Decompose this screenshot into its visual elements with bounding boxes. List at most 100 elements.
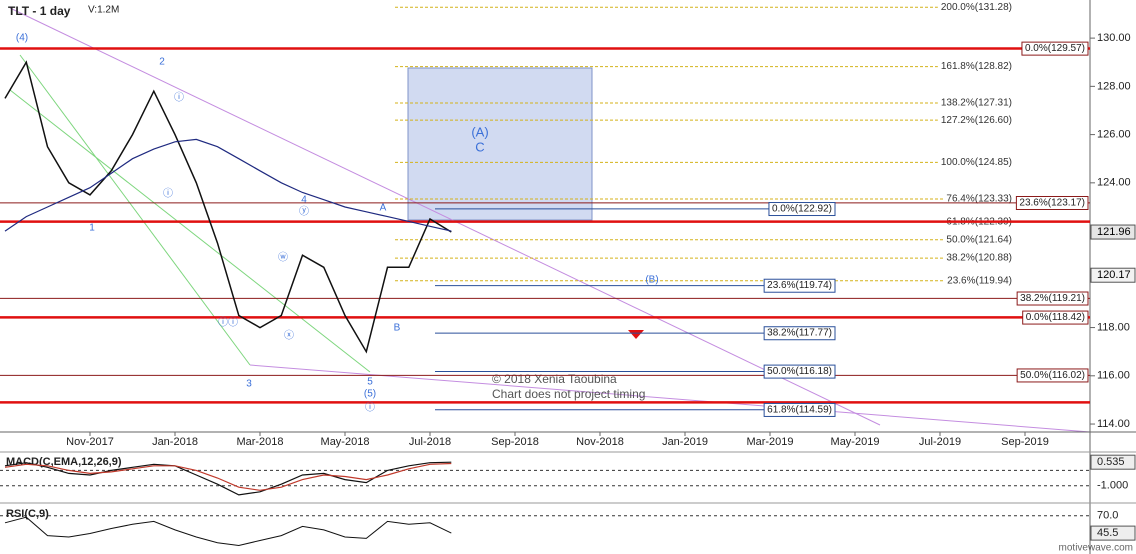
level-label: 76.4%(123.33) [946, 194, 1012, 205]
wave-label: ⓘ [174, 92, 184, 104]
rsi-title: RSI(C,9) [6, 508, 49, 520]
x-tick-label: Nov-2017 [66, 436, 114, 448]
wave-label: 3 [246, 379, 252, 390]
level-label: 200.0%(131.28) [941, 2, 1012, 13]
label-box [1021, 41, 1089, 56]
volume: V:1.2M [88, 5, 119, 16]
label-box [943, 233, 1015, 247]
level-label: 50.0%(121.64) [946, 234, 1012, 245]
channel-line [9, 89, 371, 373]
level-label: 127.2%(126.60) [941, 115, 1012, 126]
target-box [407, 67, 593, 221]
label-box [763, 326, 836, 341]
price-box [1090, 224, 1136, 240]
x-tick-label: Jul-2019 [919, 436, 961, 448]
rsi-last: 45.5 [1097, 527, 1118, 539]
level-label: 38.2%(117.77) [767, 328, 832, 339]
x-tick-label: Jul-2018 [409, 436, 451, 448]
wave-label: (5) [364, 389, 376, 400]
x-tick-label: Mar-2018 [236, 436, 283, 448]
y-tick-label: 128.00 [1097, 80, 1131, 92]
wave-label: ⓘⓘ [218, 317, 238, 329]
x-tick-label: May-2018 [321, 436, 370, 448]
y-tick-label: 114.00 [1097, 418, 1130, 430]
label-box [763, 364, 836, 379]
macd-tick-label: -1.000 [1097, 480, 1128, 492]
macd-last: 0.535 [1097, 456, 1125, 468]
wave-label: (4) [16, 33, 28, 44]
label-box [763, 402, 836, 417]
x-tick-label: Mar-2019 [746, 436, 793, 448]
label-box [1016, 291, 1089, 306]
macd-line [4, 461, 452, 496]
level-label: 38.2%(119.21) [1020, 293, 1085, 304]
level-label: 23.6%(119.74) [767, 280, 832, 291]
copyright: © 2018 Xenia Taoubina [492, 372, 617, 386]
chart-title: TLT - 1 day [8, 4, 71, 18]
level-label: 161.8%(128.82) [941, 61, 1012, 72]
wave-label: ⓦ [278, 252, 288, 264]
label-box [937, 113, 1015, 127]
wave-label: (B) [645, 275, 658, 286]
level-label: 23.6%(123.17) [1019, 197, 1085, 208]
wave-label: (A) [471, 124, 488, 139]
wave-label: 4 [301, 195, 307, 206]
label-box [944, 274, 1015, 288]
note: Chart does not project timing [492, 387, 645, 401]
label-box [943, 251, 1015, 265]
y-tick-label: 126.00 [1097, 128, 1131, 140]
label-box [1015, 195, 1089, 210]
label-box [763, 278, 836, 293]
y-tick-label: 116.00 [1097, 370, 1130, 382]
level-label: 0.0%(129.57) [1025, 43, 1085, 54]
rsi-line [4, 516, 452, 547]
label-box [937, 96, 1015, 110]
marker-triangle [628, 330, 644, 339]
wave-label: C [475, 139, 484, 154]
price-label: 121.96 [1097, 226, 1131, 238]
wave-label: 2 [159, 57, 165, 68]
x-tick-label: Jan-2019 [662, 436, 708, 448]
wave-label: B [394, 323, 401, 334]
price-label: 120.17 [1097, 269, 1131, 281]
label-box [937, 60, 1015, 74]
level-label: 23.6%(119.94) [947, 275, 1012, 286]
label-box [937, 155, 1015, 169]
trend-line [9, 7, 881, 426]
rsi-box [1090, 525, 1136, 541]
label-box [1016, 368, 1089, 383]
level-label: 61.8%(114.59) [767, 404, 832, 415]
wave-label: 1 [89, 223, 95, 234]
wave-label: ⓨ [299, 206, 309, 218]
wave-label: ⓘ [365, 402, 375, 414]
wave-label: A [380, 203, 387, 214]
y-tick-label: 130.00 [1097, 32, 1131, 44]
channel-line [19, 54, 251, 366]
level-label: 50.0%(116.02) [1020, 370, 1085, 381]
wave-label: ⓧ [284, 330, 294, 342]
y-tick-label: 118.00 [1097, 321, 1130, 333]
level-label: 50.0%(116.18) [767, 366, 832, 377]
signal-line [4, 462, 452, 491]
x-tick-label: Nov-2018 [576, 436, 624, 448]
level-label: 38.2%(120.88) [946, 253, 1012, 264]
macd-box [1090, 454, 1136, 470]
x-tick-label: Sep-2019 [1001, 436, 1049, 448]
level-label: 100.0%(124.85) [941, 157, 1012, 168]
label-box [937, 0, 1015, 14]
watermark: motivewave.com [1059, 543, 1133, 554]
wave-label: ⓘ [163, 188, 173, 200]
level-label: 138.2%(127.31) [941, 98, 1012, 109]
price-box [1090, 267, 1136, 283]
moving-average [4, 138, 452, 232]
wave-label: 5 [367, 377, 373, 388]
x-tick-label: May-2019 [831, 436, 880, 448]
label-box [1022, 310, 1089, 325]
price-line [4, 60, 452, 354]
label-box [768, 202, 836, 217]
level-label: 0.0%(122.92) [772, 204, 832, 215]
macd-title: MACD(C,EMA,12,26,9) [6, 456, 122, 468]
y-tick-label: 124.00 [1097, 177, 1131, 189]
level-label: 0.0%(118.42) [1026, 312, 1085, 323]
